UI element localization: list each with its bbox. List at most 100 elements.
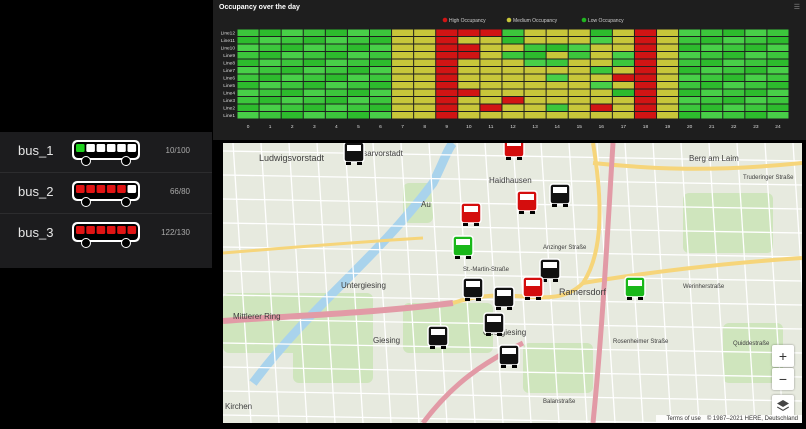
heatmap-cell	[723, 52, 745, 59]
bus-marker-icon[interactable]	[624, 276, 646, 300]
heatmap-cell	[347, 29, 369, 36]
heatmap-cell	[701, 67, 723, 74]
bus-marker-icon[interactable]	[493, 286, 515, 310]
heatmap-cell	[723, 44, 745, 51]
heatmap-cell	[281, 82, 303, 89]
minor-street	[568, 143, 588, 423]
heatmap-cell	[325, 82, 347, 89]
heatmap-cell	[590, 74, 612, 81]
heatmap-cell	[259, 74, 281, 81]
heatmap-cell	[723, 89, 745, 96]
heatmap-cell	[436, 44, 458, 51]
bus-marker-icon[interactable]	[522, 276, 544, 300]
heatmap-cell	[502, 97, 524, 104]
legend-marker	[506, 17, 512, 23]
y-tick-label: Line3	[223, 98, 235, 104]
layers-icon[interactable]	[772, 395, 794, 417]
menu-lines-icon[interactable]: ☰	[793, 4, 800, 11]
heatmap-cell	[546, 37, 568, 44]
bus-wheel	[81, 156, 91, 166]
bus-name: bus_3	[18, 225, 54, 240]
bus-row[interactable]: bus_3 122/130	[0, 214, 212, 254]
heatmap-cell	[392, 74, 414, 81]
heatmap-cell	[723, 67, 745, 74]
bus-marker-icon[interactable]	[549, 183, 571, 207]
x-tick-label: 13	[532, 124, 538, 130]
bus-window	[106, 185, 116, 193]
heatmap-cell	[634, 112, 657, 119]
heatmap-cell	[458, 74, 480, 81]
heatmap-cell	[436, 104, 458, 111]
heatmap-cell	[281, 67, 303, 74]
heatmap-cell	[414, 112, 436, 119]
heatmap-cell	[303, 37, 325, 44]
bus-window	[106, 144, 116, 152]
heatmap-cell	[701, 59, 723, 66]
map-canvas[interactable]: Ludwigsvorstadt Isarvorstadt Haidhausen Ber…	[223, 143, 802, 423]
heatmap-cell	[392, 37, 414, 44]
heatmap-cell	[303, 112, 325, 119]
heatmap-cell	[745, 59, 767, 66]
heatmap-cell	[347, 59, 369, 66]
heatmap-cell	[303, 82, 325, 89]
bus-row[interactable]: bus_2 66/80	[0, 173, 212, 214]
heatmap-cell	[612, 67, 634, 74]
terms-link[interactable]: Terms of use	[666, 416, 701, 422]
heatmap-cell	[612, 44, 634, 51]
heatmap-cell	[259, 89, 281, 96]
y-tick-label: Line12	[221, 30, 236, 36]
minor-street	[288, 143, 308, 423]
heatmap-cell	[679, 44, 701, 51]
heatmap-cell	[767, 112, 789, 119]
bus-map[interactable]: Ludwigsvorstadt Isarvorstadt Haidhausen Ber…	[223, 143, 802, 423]
x-tick-label: 12	[510, 124, 516, 130]
minor-street	[680, 143, 700, 423]
bus-occupancy-count: 66/80	[169, 187, 190, 196]
x-tick-label: 3	[313, 124, 316, 130]
bus-marker-icon[interactable]	[343, 143, 365, 165]
bus-row[interactable]: bus_1 10/100	[0, 132, 212, 173]
heatmap-cell	[723, 97, 745, 104]
bus-marker-icon[interactable]	[503, 143, 525, 160]
heatmap-cell	[568, 59, 590, 66]
zoom-in-button[interactable]: +	[772, 345, 794, 367]
heatmap-cell	[281, 29, 303, 36]
bus-marker-icon[interactable]	[539, 258, 561, 282]
x-tick-label: 5	[357, 124, 360, 130]
bus-marker-icon[interactable]	[460, 202, 482, 226]
heatmap-cell	[325, 59, 347, 66]
heatmap-cell	[701, 37, 723, 44]
bus-marker-icon[interactable]	[483, 312, 505, 336]
bus-window	[86, 226, 95, 234]
heatmap-cell	[679, 89, 701, 96]
bus-marker-icon[interactable]	[498, 344, 520, 368]
heatmap-cell	[745, 82, 767, 89]
heatmap-cell	[369, 29, 392, 36]
heatmap-cell	[414, 59, 436, 66]
bus-marker-icon[interactable]	[427, 325, 449, 349]
heatmap-cell	[237, 37, 259, 44]
heatmap-cell	[590, 97, 612, 104]
heatmap-cell	[392, 89, 414, 96]
heatmap-cell	[458, 59, 480, 66]
map-label: Truderinger Straße	[743, 175, 794, 181]
major-road	[223, 236, 424, 255]
zoom-out-button[interactable]: −	[772, 368, 794, 390]
heatmap-cell	[458, 29, 480, 36]
heatmap-cell	[634, 29, 657, 36]
heatmap-cell	[634, 104, 657, 111]
heatmap-cell	[657, 97, 679, 104]
heatmap-cell	[369, 104, 392, 111]
map-label: Anzinger Straße	[543, 245, 587, 251]
bus-marker-icon[interactable]	[452, 235, 474, 259]
heatmap-cell	[502, 29, 524, 36]
heatmap-cell	[767, 59, 789, 66]
heatmap-cell	[458, 44, 480, 51]
heatmap-cell	[436, 52, 458, 59]
map-label: St.-Martin-Straße	[463, 267, 510, 273]
bus-marker-icon[interactable]	[462, 277, 484, 301]
heatmap-cell	[524, 82, 546, 89]
heatmap-cell	[502, 74, 524, 81]
bus-marker-icon[interactable]	[516, 190, 538, 214]
heatmap-cell	[480, 89, 502, 96]
